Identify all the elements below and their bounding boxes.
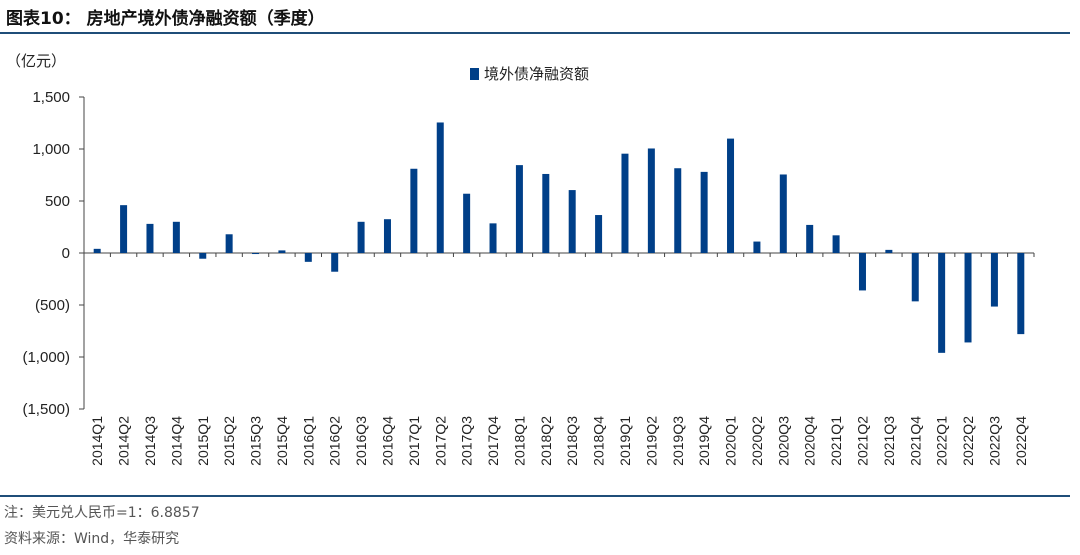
bar-2019Q1 — [621, 153, 629, 253]
bar-2018Q2 — [542, 173, 550, 253]
bar-2017Q4 — [489, 223, 497, 253]
bar-2016Q2 — [331, 253, 339, 272]
bar-2016Q1 — [304, 253, 312, 262]
x-tick-label: 2014Q2 — [116, 416, 132, 466]
bar-2022Q2 — [964, 253, 972, 343]
x-tick-label: 2018Q3 — [564, 416, 580, 466]
bar-2017Q1 — [410, 168, 418, 253]
x-tick-label: 2020Q1 — [723, 416, 739, 466]
bar-2017Q2 — [436, 122, 444, 253]
x-tick-label: 2016Q1 — [300, 416, 316, 466]
x-tick-label: 2017Q4 — [485, 416, 501, 466]
x-tick-label: 2019Q3 — [670, 416, 686, 466]
x-tick-labels: 2014Q1 2014Q2 2014Q3 2014Q4 2015Q1 2015Q2 2015… — [89, 416, 1029, 466]
x-tick-label: 2017Q3 — [459, 416, 475, 466]
x-tick-label: 2016Q4 — [379, 416, 395, 466]
bar-2018Q3 — [568, 190, 576, 253]
bar-2021Q2 — [858, 253, 866, 291]
x-tick-label: 2022Q4 — [1013, 416, 1029, 466]
x-tick-label: 2019Q4 — [696, 416, 712, 466]
y-tick-label: 0 — [62, 245, 70, 262]
bar-2015Q4 — [278, 250, 286, 253]
x-tick-label: 2021Q3 — [881, 416, 897, 466]
note-text: 注：美元兑人民币=1：6.8857 — [4, 505, 200, 521]
x-tick-label: 2021Q2 — [854, 416, 870, 466]
x-tick-label: 2014Q4 — [168, 416, 184, 466]
x-tick-label: 2020Q2 — [749, 416, 765, 466]
y-tick-label: (1,500) — [22, 401, 70, 418]
x-tick-label: 2016Q3 — [353, 416, 369, 466]
x-tick-label: 2021Q1 — [828, 416, 844, 466]
bar-2018Q4 — [595, 215, 603, 253]
bar-2020Q4 — [806, 224, 814, 253]
bar-2021Q1 — [832, 235, 840, 253]
x-tick-label: 2019Q2 — [643, 416, 659, 466]
bar-2020Q3 — [779, 174, 787, 253]
bar-2015Q1 — [199, 253, 207, 259]
x-tick-label: 2018Q1 — [511, 416, 527, 466]
x-tick-label: 2021Q4 — [907, 416, 923, 466]
source-text: 资料来源：Wind，华泰研究 — [4, 531, 180, 547]
x-tick-label: 2014Q3 — [142, 416, 158, 466]
bar-2018Q1 — [515, 165, 523, 253]
bar-2014Q1 — [93, 248, 101, 253]
bar-2019Q4 — [700, 171, 708, 253]
bar-2021Q3 — [885, 249, 893, 253]
bar-2020Q1 — [727, 138, 735, 253]
y-tick-label: (1,000) — [22, 349, 70, 366]
axes — [79, 96, 1035, 410]
bar-2019Q3 — [674, 168, 682, 253]
x-tick-label: 2018Q2 — [538, 416, 554, 466]
x-tick-label: 2014Q1 — [89, 416, 105, 466]
bar-2017Q3 — [463, 193, 471, 253]
x-tick-label: 2022Q1 — [934, 416, 950, 466]
x-tick-label: 2015Q1 — [195, 416, 211, 466]
bar-2021Q4 — [911, 253, 919, 302]
title-rule — [0, 32, 1070, 34]
bar-2014Q3 — [146, 223, 154, 253]
bottom-rule — [0, 495, 1070, 497]
x-tick-label: 2015Q2 — [221, 416, 237, 466]
x-tick-label: 2015Q3 — [248, 416, 264, 466]
bar-2020Q2 — [753, 241, 761, 253]
x-tick-label: 2016Q2 — [327, 416, 343, 466]
y-tick-label: (500) — [35, 297, 70, 314]
legend-swatch — [470, 68, 479, 80]
x-tick-label: 2020Q4 — [802, 416, 818, 466]
y-tick-label: 1,500 — [32, 89, 70, 106]
x-tick-label: 2018Q4 — [591, 416, 607, 466]
x-tick-label: 2017Q2 — [432, 416, 448, 466]
x-tick-label: 2022Q2 — [960, 416, 976, 466]
legend-label: 境外债净融资额 — [484, 65, 589, 83]
bar-2014Q2 — [120, 205, 128, 253]
y-unit-label: （亿元） — [6, 53, 66, 70]
x-tick-label: 2020Q3 — [775, 416, 791, 466]
legend: 境外债净融资额 — [470, 65, 589, 83]
x-tick-label: 2017Q1 — [406, 416, 422, 466]
x-tick-label: 2019Q1 — [617, 416, 633, 466]
bar-2015Q2 — [225, 234, 233, 253]
x-tick-label: 2022Q3 — [986, 416, 1002, 466]
bar-2022Q1 — [938, 253, 946, 353]
y-tick-labels: 1,500 1,000 500 0 (500) (1,000) (1,500) — [22, 89, 70, 418]
figure-title: 图表10： 房地产境外债净融资额（季度） — [6, 9, 325, 29]
bar-2019Q2 — [647, 148, 655, 253]
bar-2022Q4 — [1017, 253, 1025, 335]
bars — [93, 122, 1025, 353]
x-tick-label: 2015Q4 — [274, 416, 290, 466]
bar-2016Q4 — [383, 219, 391, 253]
y-tick-label: 500 — [45, 193, 70, 210]
bar-2015Q3 — [252, 253, 260, 255]
bar-2016Q3 — [357, 221, 365, 253]
y-tick-label: 1,000 — [32, 141, 70, 158]
bar-chart: （亿元） 境外债净融资额 1,500 1,000 500 0 (500) (1,000) (… — [6, 53, 1035, 466]
bar-2022Q3 — [990, 253, 998, 307]
bar-2014Q4 — [172, 221, 180, 253]
